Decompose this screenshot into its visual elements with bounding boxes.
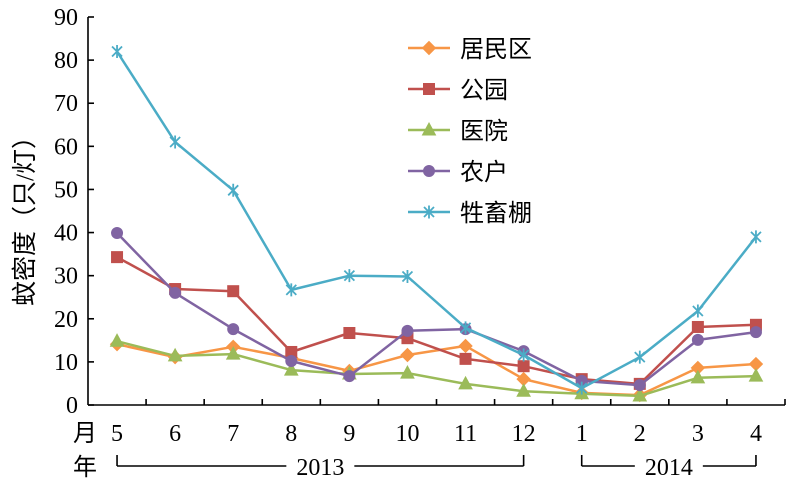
series-3-point — [283, 362, 299, 376]
series-5-line — [115, 50, 757, 390]
y-tick-label: 10 — [54, 350, 78, 376]
y-tick-label: 70 — [54, 91, 78, 117]
series-4-point — [285, 355, 298, 368]
legend-label: 居民区 — [460, 37, 532, 63]
x-tick-label: 1 — [576, 421, 588, 447]
series-4 — [111, 226, 762, 392]
legend-marker — [421, 40, 437, 56]
legend-marker — [421, 121, 437, 136]
series-2-line — [116, 256, 757, 386]
y-tick-label: 40 — [54, 221, 78, 247]
series-2 — [111, 251, 762, 390]
series-2-point — [227, 285, 240, 298]
series-2-point — [517, 360, 530, 373]
series-4-point — [401, 324, 414, 337]
series-5 — [111, 44, 762, 395]
y-tick-label: 60 — [54, 134, 78, 160]
y-tick-label: 50 — [54, 177, 78, 203]
y-tick-label: 0 — [66, 393, 78, 419]
series-4-point — [111, 226, 124, 239]
series-1-point — [400, 347, 415, 363]
series-3-point — [632, 387, 648, 402]
series-4-line — [116, 232, 757, 387]
x-axis-month-row-label: 月 — [73, 421, 97, 447]
series-5-point — [692, 304, 704, 318]
series-4-point — [169, 286, 182, 299]
y-tick-label: 30 — [54, 264, 78, 290]
series-2-point — [111, 251, 124, 264]
x-tick-label: 4 — [750, 421, 762, 447]
legend-marker — [423, 205, 435, 219]
series-3-point — [458, 375, 473, 390]
series-5-point — [401, 270, 414, 284]
legend-label: 牲畜棚 — [460, 200, 532, 227]
series-4-point — [633, 379, 646, 392]
series-4-point — [691, 333, 704, 346]
series-3-point — [748, 368, 764, 382]
x-tick-label: 7 — [227, 421, 239, 447]
legend-item: 居民区 — [408, 37, 532, 63]
series-2-point — [343, 327, 356, 340]
series-5-point — [634, 350, 646, 364]
series-5-point — [459, 321, 472, 335]
series-5-point — [169, 135, 181, 149]
x-axis-year-row-label: 年 — [73, 454, 97, 481]
x-tick-label: 2 — [634, 421, 646, 447]
y-axis-label: 蚊密度（只/灯） — [11, 124, 39, 306]
x-tick-label: 8 — [285, 421, 297, 447]
legend-item: 牲畜棚 — [408, 200, 532, 227]
series-1-line — [116, 342, 757, 397]
x-tick-label: 3 — [692, 421, 704, 447]
legend-item: 公园 — [408, 78, 508, 104]
y-tick-label: 80 — [54, 48, 78, 74]
series-4-point — [749, 326, 762, 339]
x-tick-label: 5 — [111, 421, 123, 447]
year-group-label: 2013 — [296, 455, 344, 481]
series-1-point — [458, 338, 473, 354]
series-3-point — [516, 383, 531, 397]
y-tick-label: 20 — [54, 307, 78, 333]
series-5-point — [227, 183, 239, 197]
series-4-point — [227, 323, 240, 336]
legend-label: 医院 — [460, 118, 508, 145]
series-5-point — [343, 269, 356, 283]
year-group-label: 2014 — [645, 455, 693, 481]
x-tick-label: 9 — [343, 421, 355, 447]
series-2-point — [459, 352, 472, 365]
series-5-point — [750, 230, 762, 244]
series-5-point — [111, 44, 123, 58]
series-5-point — [517, 348, 530, 362]
series-5-point — [285, 283, 297, 297]
series-3-point — [400, 365, 415, 379]
x-tick-label: 10 — [395, 421, 419, 447]
legend-item: 农户 — [408, 159, 508, 186]
series-3-point — [690, 369, 706, 384]
series-3-point — [225, 346, 241, 360]
series-3-point — [167, 347, 183, 362]
x-tick-label: 11 — [454, 421, 477, 447]
series-layer — [109, 44, 764, 403]
legend-label: 公园 — [460, 78, 508, 104]
x-tick-label: 12 — [512, 421, 536, 447]
x-tick-label: 6 — [169, 421, 181, 447]
y-tick-label: 90 — [54, 5, 78, 31]
legend-item: 医院 — [408, 118, 508, 145]
legend-marker — [423, 83, 435, 95]
series-4-point — [343, 370, 356, 383]
series-3-line — [116, 339, 757, 398]
series-3 — [109, 333, 764, 402]
series-3-point — [109, 333, 125, 347]
legend-label: 农户 — [460, 159, 508, 186]
series-2-point — [691, 320, 704, 333]
legend-marker — [423, 165, 435, 177]
series-5-point — [576, 381, 588, 395]
